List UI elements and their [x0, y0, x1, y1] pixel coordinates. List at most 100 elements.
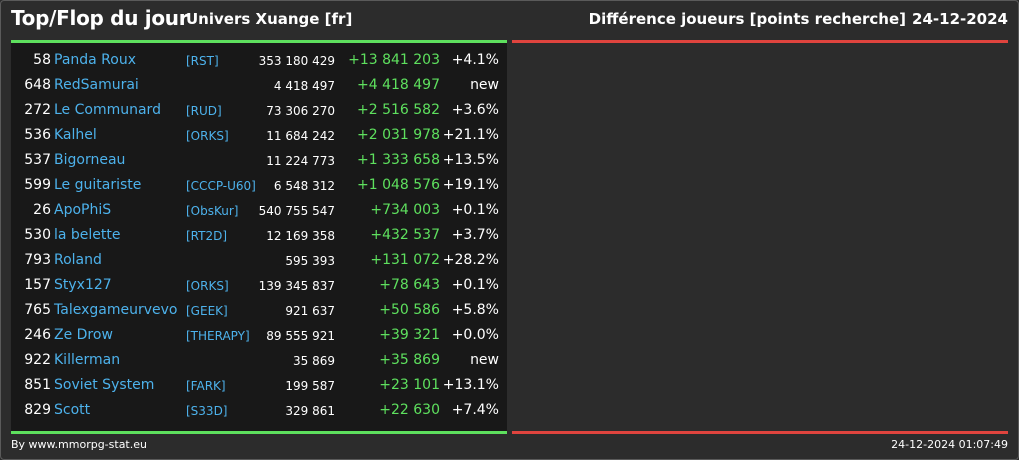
score-cell: 11 224 773 — [266, 154, 335, 168]
rank-cell: 26 — [33, 202, 51, 218]
alliance-link[interactable]: [RT2D] — [186, 229, 228, 243]
score-cell: 329 861 — [285, 404, 335, 418]
player-link[interactable]: ApoPhiS — [54, 202, 112, 218]
footer-timestamp: 24-12-2024 01:07:49 — [891, 438, 1008, 451]
percent-cell: +7.4% — [451, 402, 499, 418]
diff-cell: +35 869 — [379, 352, 440, 368]
diff-cell: +23 101 — [379, 377, 440, 393]
diff-cell: +13 841 203 — [348, 52, 440, 68]
diff-cell: +1 048 576 — [357, 177, 440, 193]
table-row: 536 Kalhel [ORKS] 11 684 242 +2 031 978 +21.1… — [11, 122, 507, 147]
score-cell: 353 180 429 — [258, 54, 335, 68]
percent-cell: +0.1% — [451, 277, 499, 293]
rank-cell: 536 — [24, 127, 51, 143]
diff-cell: +50 586 — [379, 302, 440, 318]
score-cell: 89 555 921 — [266, 329, 335, 343]
alliance-link[interactable]: [GEEK] — [186, 304, 228, 318]
percent-cell: new — [470, 77, 499, 93]
player-link[interactable]: Soviet System — [54, 377, 155, 393]
score-cell: 540 755 547 — [258, 204, 335, 218]
percent-cell: new — [470, 352, 499, 368]
diff-cell: +131 072 — [370, 252, 440, 268]
table-row: 157 Styx127 [ORKS] 139 345 837 +78 643 +0.1% — [11, 272, 507, 297]
rank-cell: 793 — [24, 252, 51, 268]
score-cell: 12 169 358 — [266, 229, 335, 243]
table-row: 922 Killerman 35 869 +35 869 new — [11, 347, 507, 372]
player-link[interactable]: Le Communard — [54, 102, 161, 118]
rank-cell: 157 — [24, 277, 51, 293]
alliance-link[interactable]: [S33D] — [186, 404, 228, 418]
metric-label: Différence joueurs [points recherche] — [588, 10, 906, 28]
diff-cell: +78 643 — [379, 277, 440, 293]
table-row: 851 Soviet System [FARK] 199 587 +23 101 +13.… — [11, 372, 507, 397]
top-gainers-divider — [11, 40, 507, 43]
score-cell: 595 393 — [285, 254, 335, 268]
top-losers-divider — [512, 40, 1008, 43]
player-link[interactable]: Styx127 — [54, 277, 112, 293]
score-cell: 35 869 — [293, 354, 335, 368]
rank-cell: 922 — [24, 352, 51, 368]
player-link[interactable]: Panda Roux — [54, 52, 137, 68]
diff-cell: +2 516 582 — [357, 102, 440, 118]
alliance-link[interactable]: [RST] — [186, 54, 219, 68]
diff-cell: +39 321 — [379, 327, 440, 343]
player-link[interactable]: Roland — [54, 252, 102, 268]
table-row: 58 Panda Roux [RST] 353 180 429 +13 841 203 +… — [11, 47, 507, 72]
losers-table — [512, 43, 1008, 431]
player-link[interactable]: la belette — [54, 227, 121, 243]
percent-cell: +13.1% — [442, 377, 499, 393]
player-link[interactable]: Bigorneau — [54, 152, 126, 168]
rank-cell: 765 — [24, 302, 51, 318]
rank-cell: 648 — [24, 77, 51, 93]
percent-cell: +0.1% — [451, 202, 499, 218]
table-row: 530 la belette [RT2D] 12 169 358 +432 537 +3.… — [11, 222, 507, 247]
rank-cell: 272 — [24, 102, 51, 118]
player-link[interactable]: Ze Drow — [54, 327, 113, 343]
diff-cell: +1 333 658 — [357, 152, 440, 168]
diff-cell: +2 031 978 — [357, 127, 440, 143]
table-row: 26 ApoPhiS [ObsKur] 540 755 547 +734 003 +0.1… — [11, 197, 507, 222]
diff-cell: +22 630 — [379, 402, 440, 418]
bottom-gainers-divider — [11, 431, 507, 434]
score-cell: 73 306 270 — [266, 104, 335, 118]
alliance-link[interactable]: [ORKS] — [186, 129, 229, 143]
percent-cell: +4.1% — [451, 52, 499, 68]
page-title: Top/Flop du jour — [11, 6, 189, 30]
date-label: 24-12-2024 — [912, 10, 1008, 28]
player-link[interactable]: Kalhel — [54, 127, 97, 143]
player-link[interactable]: Scott — [54, 402, 91, 418]
score-cell: 4 418 497 — [273, 79, 335, 93]
score-cell: 6 548 312 — [273, 179, 335, 193]
alliance-link[interactable]: [ObsKur] — [186, 204, 239, 218]
table-row: 599 Le guitariste [CCCP-U60] 6 548 312 +1 04… — [11, 172, 507, 197]
player-link[interactable]: Talexgameurvevo — [54, 302, 178, 318]
percent-cell: +19.1% — [442, 177, 499, 193]
player-link[interactable]: Killerman — [54, 352, 121, 368]
universe-label: Univers Xuange [fr] — [186, 10, 353, 28]
percent-cell: +5.8% — [451, 302, 499, 318]
alliance-link[interactable]: [THERAPY] — [186, 329, 250, 343]
alliance-link[interactable]: [RUD] — [186, 104, 222, 118]
alliance-link[interactable]: [FARK] — [186, 379, 226, 393]
table-row: 793 Roland 595 393 +131 072 +28.2% — [11, 247, 507, 272]
alliance-link[interactable]: [ORKS] — [186, 279, 229, 293]
header: Top/Flop du jour Univers Xuange [fr] Dif… — [0, 0, 1019, 40]
diff-cell: +432 537 — [370, 227, 440, 243]
percent-cell: +3.7% — [451, 227, 499, 243]
bottom-losers-divider — [512, 431, 1008, 434]
player-link[interactable]: Le guitariste — [54, 177, 142, 193]
player-link[interactable]: RedSamurai — [54, 77, 139, 93]
rank-cell: 829 — [24, 402, 51, 418]
rank-cell: 58 — [33, 52, 51, 68]
footer-credit: By www.mmorpg-stat.eu — [11, 438, 147, 451]
alliance-link[interactable]: [CCCP-U60] — [186, 179, 256, 193]
score-cell: 199 587 — [285, 379, 335, 393]
percent-cell: +13.5% — [442, 152, 499, 168]
score-cell: 921 637 — [285, 304, 335, 318]
table-row: 246 Ze Drow [THERAPY] 89 555 921 +39 321 +0.0… — [11, 322, 507, 347]
table-row: 537 Bigorneau 11 224 773 +1 333 658 +13.5% — [11, 147, 507, 172]
score-cell: 11 684 242 — [266, 129, 335, 143]
table-row: 765 Talexgameurvevo [GEEK] 921 637 +50 586 +5… — [11, 297, 507, 322]
rank-cell: 246 — [24, 327, 51, 343]
table-row: 648 RedSamurai 4 418 497 +4 418 497 new — [11, 72, 507, 97]
